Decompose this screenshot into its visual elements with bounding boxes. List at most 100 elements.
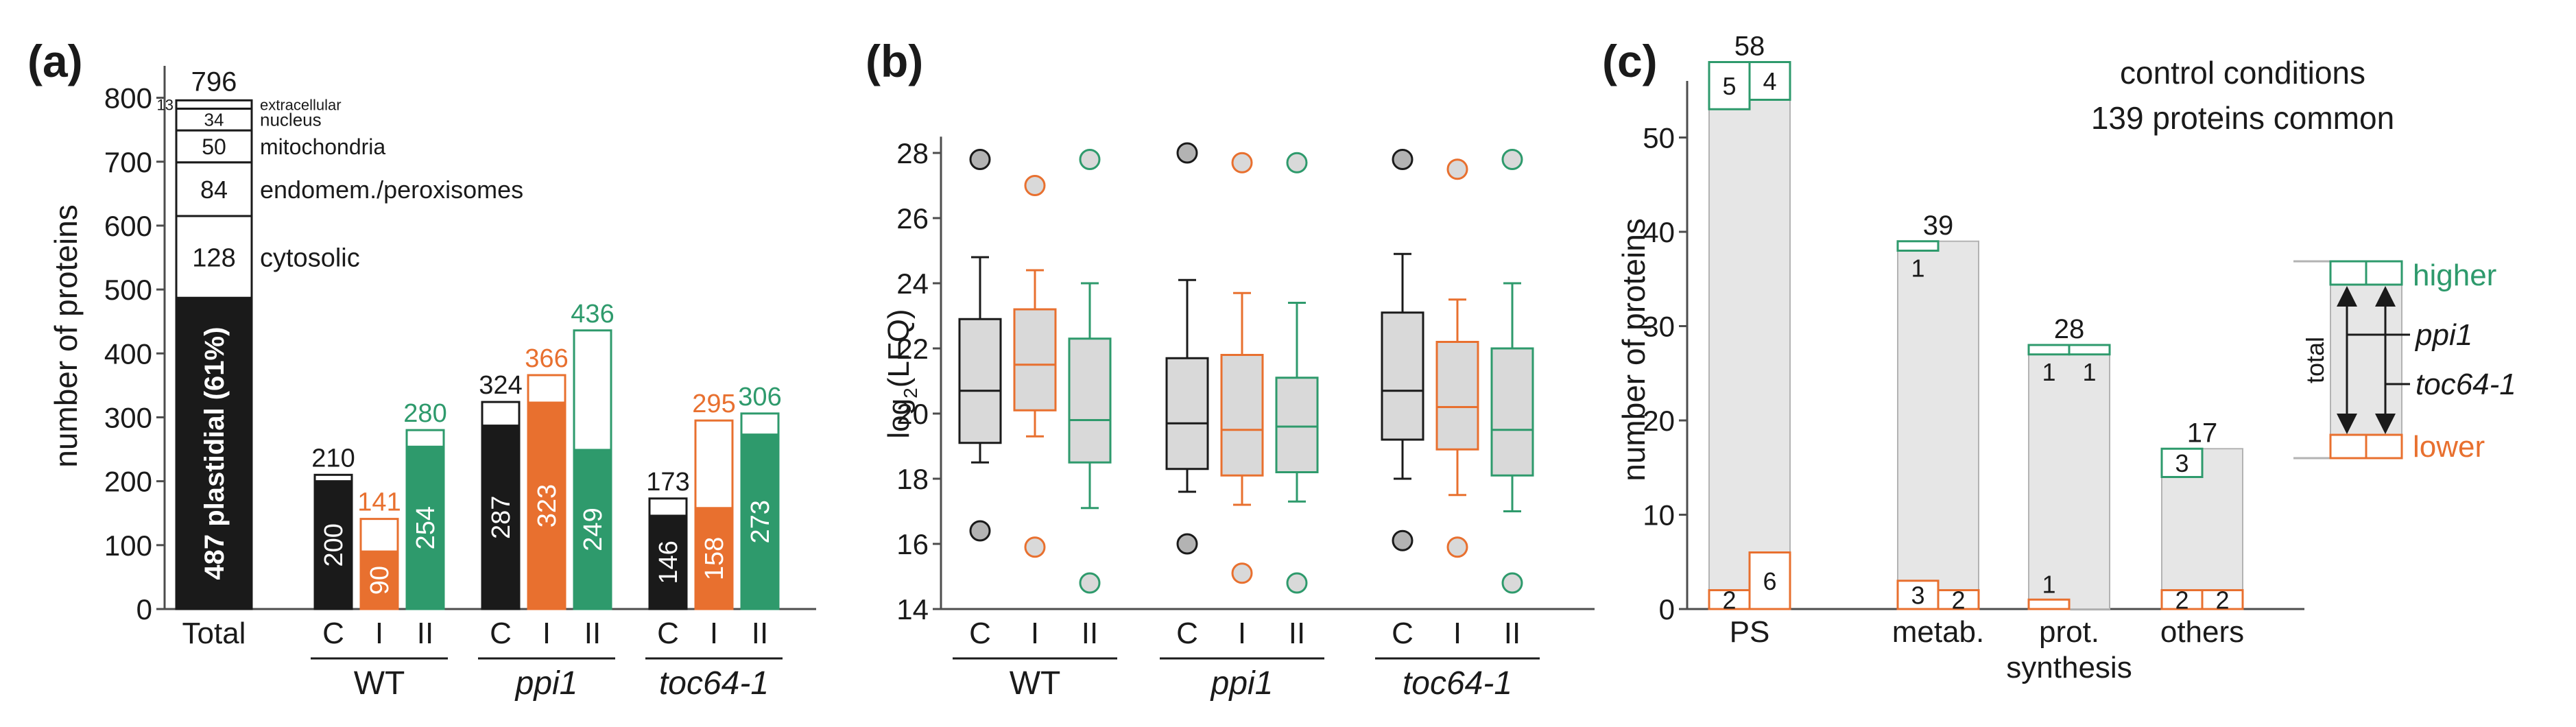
panel-a-bar-plastid-label: 249 — [579, 508, 608, 551]
panel-a-bar-total-label: 280 — [403, 399, 446, 428]
legend-higher-box — [2329, 260, 2368, 286]
panel-c-x-tick-label: prot. — [2039, 615, 2099, 649]
total-bar-segment-name: nucleus — [260, 110, 322, 130]
total-bar-segment-name: extracellular — [260, 96, 342, 113]
panel-b-y-tick-label: 14 — [896, 593, 929, 625]
total-bar-plastidial — [175, 296, 253, 610]
panel-b-box — [1435, 341, 1479, 451]
panel-b-outlier — [1286, 152, 1308, 174]
legend-ppi1-label: ppi1 — [2414, 318, 2472, 352]
panel-b-box — [1165, 357, 1209, 470]
legend-higher-label: higher — [2413, 259, 2496, 292]
panel-a-bar-plastid-label: 146 — [654, 540, 683, 584]
panel-c-higher-value: 1 — [1911, 254, 1924, 283]
panel-c-bar-total — [1897, 240, 1979, 610]
panel-a-bar-total-label: 141 — [357, 488, 401, 517]
panel-b-outlier — [1392, 529, 1414, 551]
panel-a-bar-total-label: 324 — [479, 371, 522, 400]
panel-a-x-tick-label: I — [542, 617, 551, 650]
panel-c-x-tick-label-line2: synthesis — [2006, 651, 2132, 684]
total-bar-segment — [175, 107, 253, 132]
panel-b-outlier — [1392, 149, 1414, 170]
panel-a-bar-total-label: 306 — [738, 383, 781, 412]
panel-b-outlier — [1079, 572, 1101, 594]
panel-c-lower-value: 6 — [1763, 567, 1776, 595]
panel-b-outlier — [1286, 572, 1308, 594]
panel-c-higher-value: 4 — [1763, 67, 1776, 95]
panel-a-bar-total-label: 295 — [692, 390, 735, 418]
panel-a-bar-total-label: 436 — [571, 300, 614, 329]
panel-a-bar-plastid-label: 323 — [533, 484, 562, 527]
panel-c-y-tick-label: 20 — [1643, 405, 1675, 437]
panel-a-x-tick-label: II — [752, 617, 768, 650]
panel-a-y-tick-label: 300 — [104, 401, 152, 433]
panel-a-bar-plastid — [694, 507, 734, 610]
panel-b-y-tick-label: 24 — [896, 267, 929, 300]
panel-b-x-tick-label: C — [1176, 617, 1198, 650]
panel-c-higher-segment — [2160, 447, 2204, 478]
panel-b-y-tick-label: 18 — [896, 463, 929, 495]
panel-c-lower-value: 2 — [2175, 586, 2189, 614]
panel-b-outlier — [1446, 158, 1468, 180]
panel-a-bar-plastid-label: 287 — [487, 496, 516, 539]
panel-a-group-label: ppi1 — [514, 665, 578, 702]
panel-a-bar-total-label: 366 — [525, 344, 568, 373]
panel-c-y-tick-label: 40 — [1643, 216, 1675, 248]
panel-c-lower-segment — [2160, 589, 2204, 610]
panel-b-box — [1381, 311, 1424, 441]
legend-toc64-label: toc64-1 — [2416, 368, 2516, 401]
panel-b-outlier — [1079, 149, 1101, 170]
total-bar-segment — [175, 129, 253, 164]
panel-a-bar-plastid-label: 273 — [746, 500, 775, 543]
panel-b-outlier — [1446, 536, 1468, 558]
panel-b-group-label: WT — [1010, 665, 1061, 702]
panel-c-lower-value: 2 — [2215, 586, 2229, 614]
panel-a-bar-total-label: 210 — [311, 444, 355, 473]
panel-c-bar-total — [2028, 344, 2110, 610]
panel-b-x-tick-label: II — [1082, 617, 1098, 650]
total-bar-segment-value: 128 — [192, 243, 235, 272]
panel-a-y-tick-label: 700 — [104, 146, 152, 178]
panel-b-y-tick-label: 20 — [896, 398, 929, 430]
total-bar-plastidial-label: 487 plastidial (61%) — [200, 327, 230, 580]
panel-a-y-tick-label: 600 — [104, 210, 152, 242]
panel-b-outlier — [1176, 533, 1198, 555]
panel-c-lower-segment — [1937, 589, 1980, 610]
panel-c-x-tick-label: others — [2160, 615, 2244, 649]
panel-b-box — [1068, 337, 1112, 464]
legend-total-label: total — [2301, 337, 2329, 383]
panel-a-bar-plastid-label: 254 — [412, 506, 440, 549]
panel-c-lower-value: 2 — [1722, 586, 1736, 614]
total-bar-total-label: 796 — [191, 67, 237, 97]
panel-b-ylabel-lfq: (LFQ) — [882, 309, 916, 388]
panel-c-bar-total-label: 28 — [2054, 314, 2085, 344]
panel-c-y-tick-label: 10 — [1643, 499, 1675, 532]
panel-c-bar-total — [1708, 61, 1791, 610]
panel-c-lower-segment — [2027, 598, 2071, 610]
total-bar-segment-name: cytosolic — [260, 243, 360, 272]
panel-c-bar-total-label: 58 — [1734, 32, 1765, 62]
panel-c-y-tick-label: 30 — [1643, 311, 1675, 343]
panel-a-y-tick-label: 0 — [136, 593, 152, 625]
panel-b-ylabel-sub: 2 — [900, 388, 921, 398]
total-bar-segment-value: 34 — [204, 110, 224, 130]
panel-a-y-tick-label: 200 — [104, 466, 152, 498]
total-bar-x-label: Total — [182, 617, 246, 650]
panel-a-group-label: WT — [354, 665, 405, 702]
panel-b-group-label: ppi1 — [1210, 665, 1274, 702]
panel-c-lower-value: 3 — [1911, 581, 1924, 609]
panel-c-higher-value: 3 — [2175, 449, 2189, 477]
panel-label-b: (b) — [866, 36, 923, 86]
panel-label-a: (a) — [27, 36, 83, 86]
panel-b-outlier — [1231, 562, 1253, 584]
panel-b-outlier — [1024, 536, 1046, 558]
panel-b-y-tick-label: 28 — [896, 137, 929, 169]
panel-a-x-tick-label: C — [322, 617, 344, 650]
panel-a-x-tick-label: I — [710, 617, 718, 650]
panel-a-bar-plastid — [573, 449, 612, 610]
panel-a-x-tick-label: C — [490, 617, 512, 650]
panel-a-bar-plastid — [405, 445, 445, 610]
legend-total-box — [2330, 261, 2402, 459]
